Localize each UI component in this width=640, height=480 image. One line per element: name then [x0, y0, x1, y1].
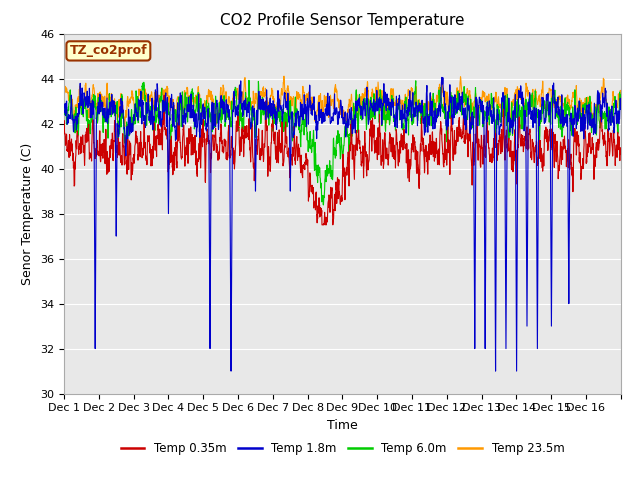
Legend: Temp 0.35m, Temp 1.8m, Temp 6.0m, Temp 23.5m: Temp 0.35m, Temp 1.8m, Temp 6.0m, Temp 2… — [116, 437, 569, 460]
Text: TZ_co2prof: TZ_co2prof — [70, 44, 147, 58]
Title: CO2 Profile Sensor Temperature: CO2 Profile Sensor Temperature — [220, 13, 465, 28]
X-axis label: Time: Time — [327, 419, 358, 432]
Y-axis label: Senor Temperature (C): Senor Temperature (C) — [22, 143, 35, 285]
